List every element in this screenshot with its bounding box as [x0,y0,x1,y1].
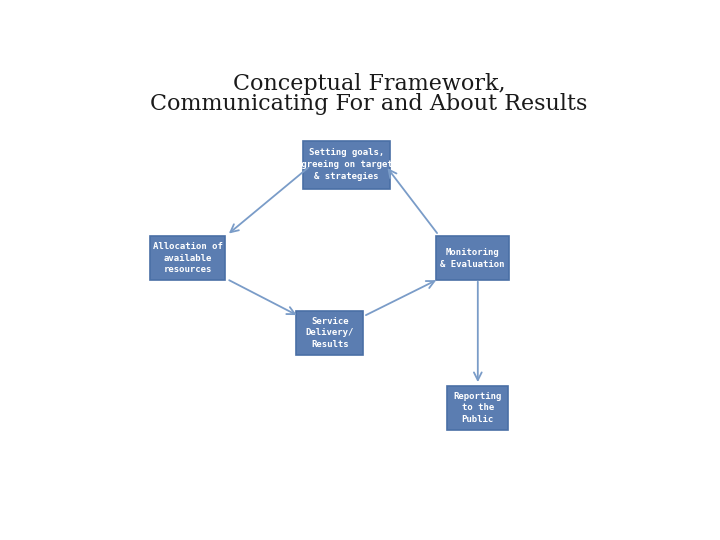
Text: Setting goals,
agreeing on targets
& strategies: Setting goals, agreeing on targets & str… [296,148,397,181]
Text: Reporting
to the
Public: Reporting to the Public [454,392,502,424]
Text: Monitoring
& Evaluation: Monitoring & Evaluation [440,248,505,268]
FancyBboxPatch shape [447,386,508,430]
Text: Service
Delivery/
Results: Service Delivery/ Results [306,316,354,349]
Text: Conceptual Framework,: Conceptual Framework, [233,72,505,94]
FancyBboxPatch shape [150,237,225,280]
FancyBboxPatch shape [303,141,390,188]
Text: Communicating For and About Results: Communicating For and About Results [150,93,588,116]
Text: Allocation of
available
resources: Allocation of available resources [153,242,222,274]
FancyBboxPatch shape [436,237,508,280]
FancyBboxPatch shape [297,311,364,355]
